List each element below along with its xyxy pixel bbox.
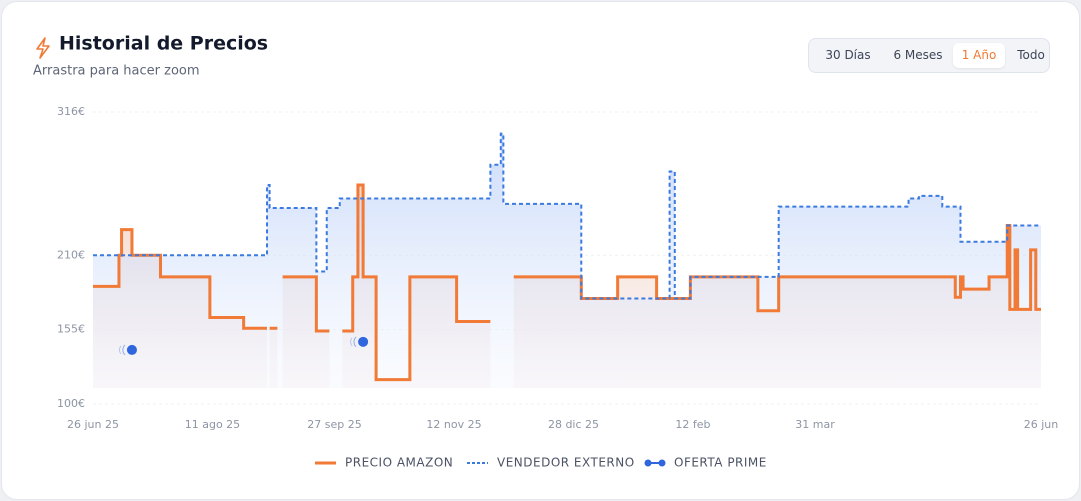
price-area [93,133,1041,388]
prime-ring [353,336,357,348]
x-tick-label: 28 dic 25 [548,418,599,431]
x-tick-label: 26 jun [1024,418,1059,431]
y-tick-label: 100€ [57,397,85,410]
legend-label: PRECIO AMAZON [345,456,453,470]
prime-ring [122,344,126,356]
range-selector: 30 Días 6 Meses 1 Año Todo [808,38,1050,73]
chart-title: Historial de Precios [59,33,268,55]
x-tick-label: 27 sep 25 [307,418,361,431]
y-tick-label: 210€ [57,248,85,261]
legend-label: OFERTA PRIME [674,456,767,470]
range-button[interactable]: 30 Días [825,48,871,62]
range-button[interactable]: 1 Año [953,43,1005,68]
chart-subtitle: Arrastra para hacer zoom [33,64,200,79]
prime-ring [350,337,353,347]
x-tick-label: 12 nov 25 [426,418,481,431]
prime-ring [118,345,122,355]
x-tick-label: 31 mar [795,418,835,431]
range-button[interactable]: 6 Meses [893,48,943,62]
legend-swatch [644,459,652,467]
prime-point [358,336,369,347]
price-line [93,132,1041,300]
y-tick-label: 316€ [57,105,85,118]
icon [36,37,50,59]
x-tick-label: 26 jun 25 [67,418,119,431]
prime-point [126,344,137,355]
x-tick-label: 11 ago 25 [185,418,240,431]
y-tick-label: 155€ [57,323,85,336]
range-button[interactable]: Todo [1017,48,1045,62]
x-tick-label: 12 feb [675,418,710,431]
price-line [93,183,1041,382]
legend-swatch [658,459,666,467]
legend-label: VENDEDOR EXTERNO [497,456,635,470]
